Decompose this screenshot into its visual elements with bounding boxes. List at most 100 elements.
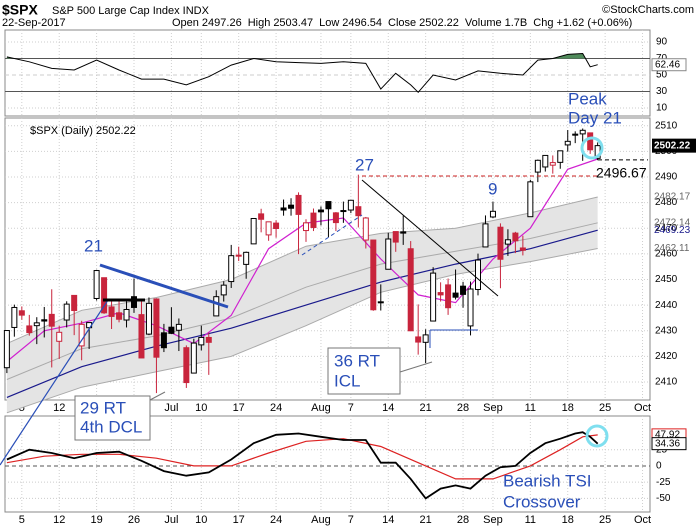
candle-body [572,133,579,136]
candle-body [430,272,437,322]
candle-body [101,277,108,314]
x-tick-label: 14 [382,514,394,526]
candle-body [317,209,324,213]
candle-body [258,213,265,220]
x-tick-label: 12 [53,402,65,414]
quote-value: 2503.47 [273,17,313,29]
candle-body [564,140,571,146]
y-tick-label: 2440 [655,300,678,311]
y-tick-label: 2460 [655,249,678,260]
x-tick-label: 14 [382,402,394,414]
x-tick-label: 17 [233,402,245,414]
value-label: 2472.14 [654,217,691,228]
candle-body [587,132,594,151]
candle-body [557,150,564,163]
candle-body [542,154,549,168]
candle-body [243,251,250,265]
candle-body [3,330,10,369]
cycle-line [0,299,109,466]
candle-body [504,239,511,245]
quote-name: Low [319,17,339,29]
x-tick-label: 7 [348,514,354,526]
candle-body [295,194,302,215]
candle-body [145,302,152,335]
x-tick-label: 24 [270,514,282,526]
candle-body [205,336,212,343]
y-tick-label: 2480 [655,197,678,208]
candle-body [288,204,295,209]
candle-body [198,336,205,346]
tsi-signal [6,434,598,480]
y-tick-label: 2410 [655,377,678,388]
candle-body [175,323,182,331]
candle-body [370,239,377,311]
x-tick-label: 12 [53,514,65,526]
x-tick-label: 11 [525,514,536,526]
candle-body [250,217,257,245]
quote-name: Open [172,17,199,29]
candle-body [131,296,137,308]
tsi-last-box [651,437,687,451]
annotation: 9 [488,179,497,198]
y-tick-label: 2430 [655,325,678,336]
candle-body [407,248,414,332]
x-tick-label: Oct [634,402,651,414]
x-tick-label: 28 [457,402,469,414]
candle-body [340,210,347,213]
callout [399,361,433,373]
x-tick-label: 25 [599,514,611,526]
candle-body [385,238,392,270]
candle-body [355,206,362,217]
candle-body [422,334,429,343]
candle-body [512,232,519,242]
candle-body [56,331,63,342]
last-price-label: 2502.22 [654,140,691,151]
quote-name: Chg [533,17,553,29]
annotation-box [74,395,151,441]
legend-value: 2502.22 [96,125,136,137]
y-tick-label: 10 [656,103,668,114]
trend-line [99,263,229,309]
legend: $SPX (Daily) 2502.22 [30,125,136,137]
candle-body [235,254,242,257]
value-label: 2482.17 [654,192,691,203]
y-tick-label: 2450 [655,274,678,285]
quote-name: Volume [465,17,502,29]
candle-body [280,207,287,211]
quote-value: 2497.26 [202,17,242,29]
y-tick-label: 50 [656,70,668,81]
candle-body [123,309,130,321]
candle-body [138,314,145,359]
x-tick-label: Oct [634,514,651,526]
rsi-last-box [651,58,687,72]
candle-body [377,301,384,304]
rsi-line [6,52,598,94]
annotation-box [327,347,401,395]
legend-label: $SPX (Daily) [30,125,93,137]
last-price-box [652,138,696,153]
value-label: 2469.23 [654,225,691,236]
tsi-signal-label: 47.92 [655,430,680,441]
annotation: 29 RT [80,398,126,417]
candle-body [220,284,227,296]
highlight [585,424,609,448]
candle-body [78,323,85,347]
candle-body [116,312,123,320]
y-tick-label: 2470 [655,223,678,234]
rsi-last-label: 62.46 [655,59,680,70]
candle-body [153,298,160,358]
candle-body [549,162,556,166]
y-tick-label: 2490 [655,172,678,183]
candle-body [183,347,190,384]
y-tick-label: 30 [656,86,668,97]
candle-body [392,231,399,243]
x-tick-label: 19 [90,514,102,526]
x-tick-label: 24 [270,402,282,414]
candle-body [489,210,496,218]
candle-body [534,159,541,173]
x-tick-label: 18 [562,402,574,414]
candle-body [71,294,78,312]
candle-body [460,285,467,295]
band-area [6,197,598,413]
candle-body [63,303,70,321]
